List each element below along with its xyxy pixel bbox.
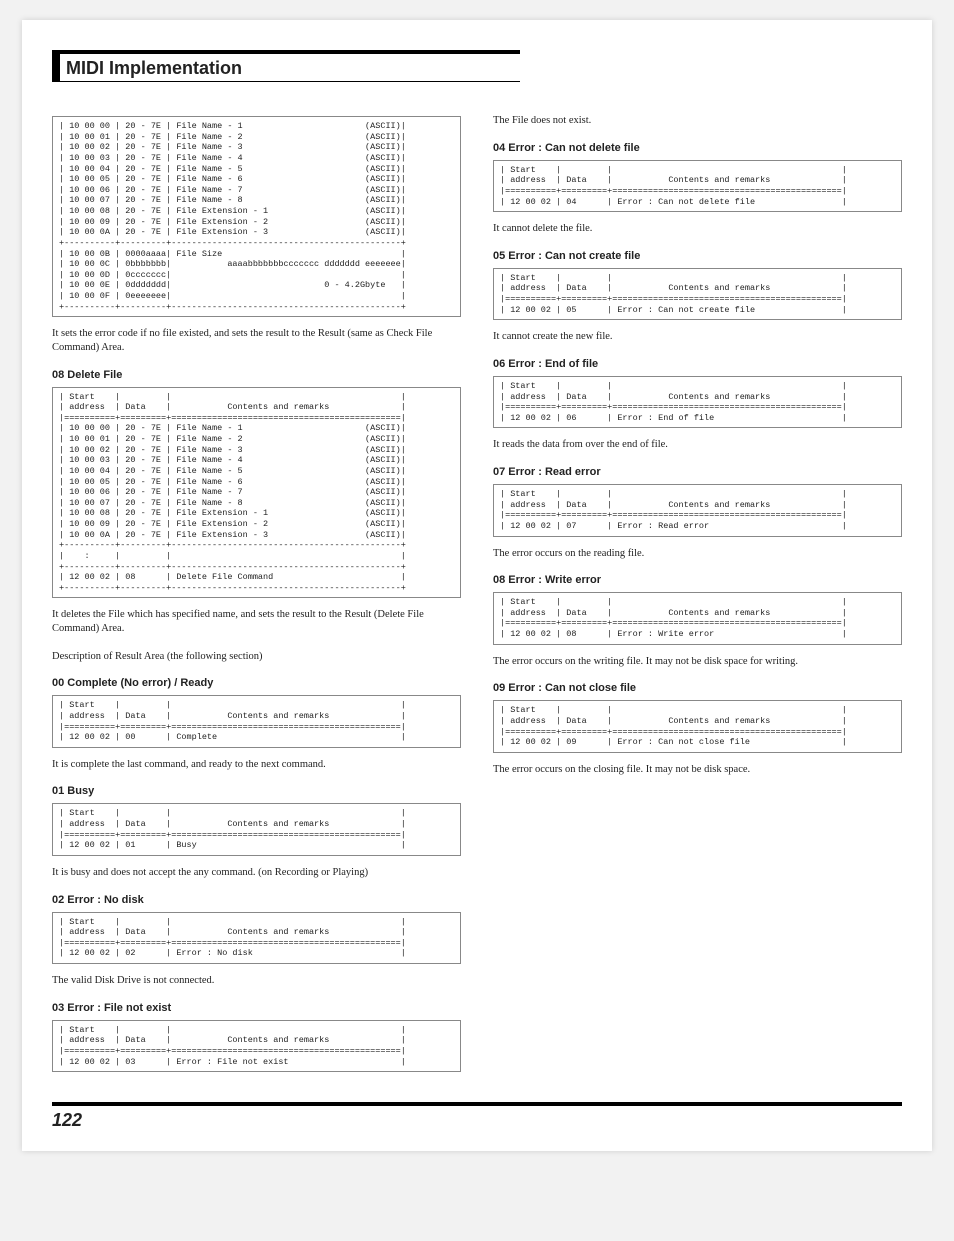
heading-06-eof: 06 Error : End of file bbox=[493, 358, 902, 370]
heading-09-cannotclose: 09 Error : Can not close file bbox=[493, 682, 902, 694]
table-07-readerror: | Start | | | | address | Data | Content… bbox=[493, 484, 902, 537]
heading-04-cannotdelete: 04 Error : Can not delete file bbox=[493, 142, 902, 154]
table-02-nodisk: | Start | | | | address | Data | Content… bbox=[52, 912, 461, 965]
right-column: The File does not exist. 04 Error : Can … bbox=[493, 110, 902, 1082]
heading-delete-file: 08 Delete File bbox=[52, 369, 461, 381]
heading-03-notexist: 03 Error : File not exist bbox=[52, 1002, 461, 1014]
page-number: 122 bbox=[52, 1110, 82, 1130]
table-delete-file: | Start | | | | address | Data | Content… bbox=[52, 387, 461, 599]
heading-01-busy: 01 Busy bbox=[52, 785, 461, 797]
note-05-cannotcreate: It cannot create the new file. bbox=[493, 330, 902, 344]
heading-05-cannotcreate: 05 Error : Can not create file bbox=[493, 250, 902, 262]
note-delete-file: It deletes the File which has specified … bbox=[52, 608, 461, 635]
heading-08-writeerror: 08 Error : Write error bbox=[493, 574, 902, 586]
table-06-eof: | Start | | | | address | Data | Content… bbox=[493, 376, 902, 429]
heading-02-nodisk: 02 Error : No disk bbox=[52, 894, 461, 906]
table-01-busy: | Start | | | | address | Data | Content… bbox=[52, 803, 461, 856]
desc-result-area: Description of Result Area (the followin… bbox=[52, 650, 461, 664]
page-footer: 122 bbox=[52, 1102, 902, 1151]
table-09-cannotclose: | Start | | | | address | Data | Content… bbox=[493, 700, 902, 753]
title-bar: MIDI Implementation bbox=[52, 50, 520, 82]
note-08-writeerror: The error occurs on the writing file. It… bbox=[493, 655, 902, 669]
page: MIDI Implementation | 10 00 00 | 20 - 7E… bbox=[22, 20, 932, 1151]
note-00-complete: It is complete the last command, and rea… bbox=[52, 758, 461, 772]
note-06-eof: It reads the data from over the end of f… bbox=[493, 438, 902, 452]
note-09-cannotclose: The error occurs on the closing file. It… bbox=[493, 763, 902, 777]
note-02-nodisk: The valid Disk Drive is not connected. bbox=[52, 974, 461, 988]
heading-07-readerror: 07 Error : Read error bbox=[493, 466, 902, 478]
heading-00-complete: 00 Complete (No error) / Ready bbox=[52, 677, 461, 689]
page-title: MIDI Implementation bbox=[66, 58, 242, 78]
note-04-cannotdelete: It cannot delete the file. bbox=[493, 222, 902, 236]
table-00-complete: | Start | | | | address | Data | Content… bbox=[52, 695, 461, 748]
table-05-cannotcreate: | Start | | | | address | Data | Content… bbox=[493, 268, 902, 321]
table-file-name-size: | 10 00 00 | 20 - 7E | File Name - 1 (AS… bbox=[52, 116, 461, 317]
table-03-notexist: | Start | | | | address | Data | Content… bbox=[52, 1020, 461, 1073]
content-columns: | 10 00 00 | 20 - 7E | File Name - 1 (AS… bbox=[52, 110, 902, 1082]
left-column: | 10 00 00 | 20 - 7E | File Name - 1 (AS… bbox=[52, 110, 461, 1082]
note-set-error: It sets the error code if no file existe… bbox=[52, 327, 461, 354]
table-08-writeerror: | Start | | | | address | Data | Content… bbox=[493, 592, 902, 645]
note-01-busy: It is busy and does not accept the any c… bbox=[52, 866, 461, 880]
table-04-cannotdelete: | Start | | | | address | Data | Content… bbox=[493, 160, 902, 213]
note-03-notexist: The File does not exist. bbox=[493, 114, 902, 128]
note-07-readerror: The error occurs on the reading file. bbox=[493, 547, 902, 561]
